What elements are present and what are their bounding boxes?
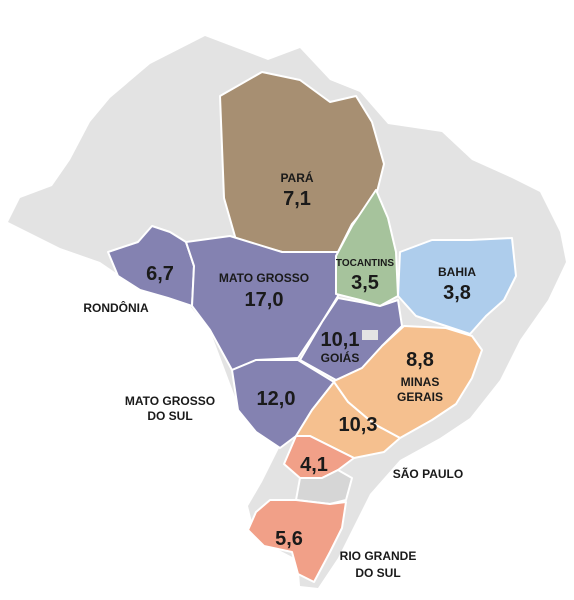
label-goias-value: 10,1 xyxy=(321,329,360,351)
label-minas-gerais-name-1: MINAS xyxy=(401,375,440,389)
distrito-federal-marker xyxy=(362,330,378,340)
label-mato-grosso-value: 17,0 xyxy=(245,289,284,311)
label-mato-grosso-do-sul-value: 12,0 xyxy=(257,388,296,410)
label-minas-gerais-name-2: GERAIS xyxy=(397,390,443,404)
label-tocantins-value: 3,5 xyxy=(351,272,379,294)
label-bahia-value: 3,8 xyxy=(443,282,471,304)
label-para-name: PARÁ xyxy=(280,170,313,185)
label-tocantins-name: TOCANTINS xyxy=(336,258,394,269)
label-minas-gerais-value: 8,8 xyxy=(406,349,434,371)
label-goias-name: GOIÁS xyxy=(321,350,360,365)
label-mato-grosso-do-sul-name-2: DO SUL xyxy=(147,409,192,423)
label-sao-paulo-name: SÃO PAULO xyxy=(393,466,463,481)
label-rio-grande-do-sul-name-1: RIO GRANDE xyxy=(340,549,417,563)
label-bahia-name: BAHIA xyxy=(438,265,476,279)
region-bahia[interactable] xyxy=(397,237,517,335)
label-rondonia-value: 6,7 xyxy=(146,263,174,285)
region-rio-grande-do-sul[interactable] xyxy=(247,499,347,583)
region-mato-grosso[interactable] xyxy=(185,235,339,371)
label-mato-grosso-do-sul-name-1: MATO GROSSO xyxy=(125,394,215,408)
label-mato-grosso-name: MATO GROSSO xyxy=(219,271,309,285)
label-sao-paulo-value: 10,3 xyxy=(339,414,378,436)
label-parana-value: 4,1 xyxy=(300,454,328,476)
label-rio-grande-do-sul-name-2: DO SUL xyxy=(355,566,400,580)
label-rondonia-name: RONDÔNIA xyxy=(83,300,149,315)
label-para-value: 7,1 xyxy=(283,188,311,210)
label-rio-grande-do-sul-value: 5,6 xyxy=(275,528,303,550)
region-goias[interactable] xyxy=(299,297,403,381)
